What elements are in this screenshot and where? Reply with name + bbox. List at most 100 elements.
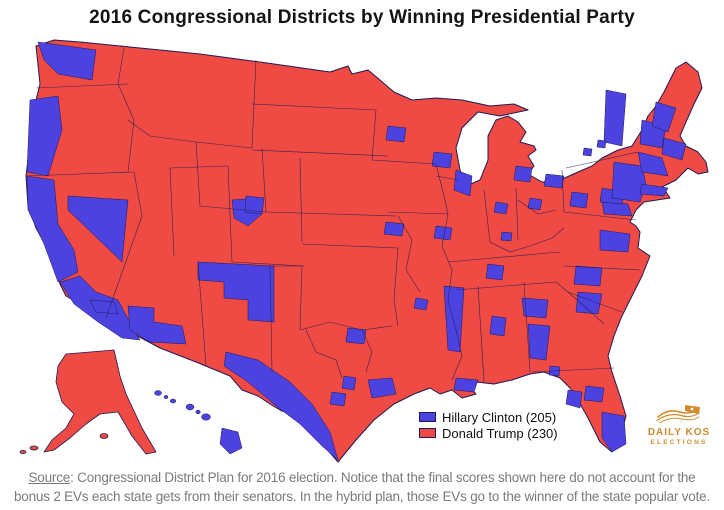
boundary-line bbox=[489, 227, 565, 253]
clinton-region-chicago bbox=[453, 169, 473, 197]
kodiak-island bbox=[99, 433, 109, 439]
boundary-line bbox=[515, 187, 519, 241]
caption-line1-text: : Congressional District Plan for 2016 e… bbox=[70, 470, 696, 485]
logo-elections-text: ELECTIONS bbox=[650, 439, 708, 446]
clinton-region-columbus bbox=[527, 197, 543, 211]
legend-item-clinton: Hillary Clinton (205) bbox=[419, 409, 558, 425]
boundary-line bbox=[361, 329, 373, 373]
boundary-line bbox=[25, 171, 135, 177]
clinton-region-tucson bbox=[127, 305, 187, 345]
clinton-region-birmingham bbox=[489, 315, 507, 337]
clinton-region-south-maine bbox=[651, 101, 677, 133]
boundary-line bbox=[517, 199, 557, 215]
map-legend: Hillary Clinton (205) Donald Trump (230) bbox=[419, 410, 558, 442]
clinton-region-denver bbox=[244, 195, 265, 215]
boundary-line bbox=[371, 109, 437, 165]
boundary-line bbox=[563, 265, 641, 271]
clinton-region-nashville bbox=[485, 263, 505, 281]
clinton-region-nyc-nj bbox=[611, 161, 647, 203]
clinton-region-new-orleans bbox=[453, 377, 479, 393]
boundary-line bbox=[393, 247, 399, 327]
hawaii-island bbox=[163, 395, 169, 399]
boundary-line bbox=[269, 265, 273, 373]
clinton-region-mississippi-delta bbox=[443, 285, 465, 353]
boundary-line bbox=[169, 165, 229, 169]
clinton-region-south-florida bbox=[601, 411, 627, 453]
boundary-line bbox=[447, 251, 561, 263]
clinton-region-louisville bbox=[500, 231, 513, 242]
clinton-region-upstate-ny-dot bbox=[582, 147, 593, 157]
clinton-region-long-island bbox=[639, 183, 669, 197]
boundary-line bbox=[565, 151, 639, 169]
caption-source-label: Source bbox=[28, 470, 71, 485]
clinton-region-norcal-coast bbox=[26, 175, 79, 283]
daily-kos-logo: DAILY KOS ELECTIONS bbox=[644, 403, 714, 447]
legend-label-clinton: Hillary Clinton (205) bbox=[442, 409, 557, 425]
alaska-group bbox=[19, 349, 157, 455]
clinton-region-new-mexico bbox=[197, 261, 275, 323]
clinton-region-austin bbox=[341, 375, 357, 391]
boundary-line bbox=[227, 165, 233, 263]
hawaii-island bbox=[201, 413, 211, 421]
clinton-region-atlanta bbox=[521, 297, 549, 319]
boundary-line bbox=[35, 83, 129, 89]
clinton-color-swatch bbox=[419, 412, 436, 422]
clinton-region-houston bbox=[367, 377, 397, 399]
clinton-region-rio-grande bbox=[223, 351, 339, 461]
clinton-region-kansas-city bbox=[383, 221, 405, 237]
clinton-region-south-georgia bbox=[527, 323, 551, 361]
boundary-line bbox=[561, 169, 565, 213]
clinton-districts-group bbox=[26, 41, 687, 461]
clinton-region-connecticut bbox=[637, 151, 669, 177]
boundary-line bbox=[483, 189, 491, 243]
boundary-line bbox=[531, 367, 615, 373]
clinton-region-st-louis bbox=[433, 225, 453, 241]
boundary-line bbox=[105, 171, 143, 319]
hawaii-island bbox=[169, 398, 177, 404]
boundary-line bbox=[127, 119, 253, 149]
boundary-line bbox=[477, 285, 485, 383]
hawaii-big-island bbox=[219, 427, 243, 455]
boundary-line bbox=[299, 321, 393, 331]
clinton-region-tampa bbox=[565, 389, 583, 409]
boundary-line bbox=[265, 211, 397, 217]
clinton-region-boston bbox=[661, 137, 687, 161]
hawaii-group bbox=[154, 390, 243, 455]
waving-flag-icon bbox=[656, 405, 700, 424]
legend-label-trump: Donald Trump (230) bbox=[442, 425, 558, 441]
clinton-region-vermont bbox=[603, 89, 627, 147]
boundary-line bbox=[567, 291, 623, 313]
clinton-region-san-antonio bbox=[329, 391, 347, 407]
aleutian-island bbox=[19, 449, 27, 454]
boundary-line bbox=[272, 265, 303, 331]
boundary-line bbox=[435, 163, 463, 381]
boundary-line bbox=[435, 175, 459, 181]
boundary-line bbox=[169, 167, 175, 257]
clinton-region-dallas bbox=[345, 327, 367, 345]
figure-title: 2016 Congressional Districts by Winning … bbox=[89, 7, 635, 28]
clinton-region-upstate-ny-dot bbox=[596, 139, 607, 149]
clinton-region-pittsburgh bbox=[569, 191, 589, 209]
district-boundary-lines bbox=[25, 47, 641, 383]
boundary-line bbox=[117, 47, 135, 173]
hawaii-island bbox=[195, 409, 201, 415]
boundary-line bbox=[251, 103, 377, 111]
clinton-region-oregon-coast bbox=[26, 95, 63, 177]
boundary-line bbox=[299, 157, 303, 243]
boundary-line bbox=[455, 281, 557, 291]
clinton-region-nevada bbox=[67, 195, 129, 263]
logo-daily-kos-text: DAILY KOS bbox=[647, 427, 711, 438]
clinton-region-hampton-roads bbox=[599, 229, 631, 253]
clinton-region-orlando bbox=[583, 385, 605, 403]
boundary-line bbox=[305, 329, 343, 379]
clinton-region-central-nc bbox=[573, 265, 603, 287]
boundary-line bbox=[251, 149, 389, 157]
clinton-region-little-rock bbox=[413, 297, 429, 311]
clinton-region-indianapolis bbox=[493, 201, 509, 215]
boundary-line bbox=[231, 261, 305, 267]
aleutian-island bbox=[29, 445, 39, 451]
boundary-line bbox=[563, 211, 637, 221]
boundary-line bbox=[555, 281, 605, 325]
